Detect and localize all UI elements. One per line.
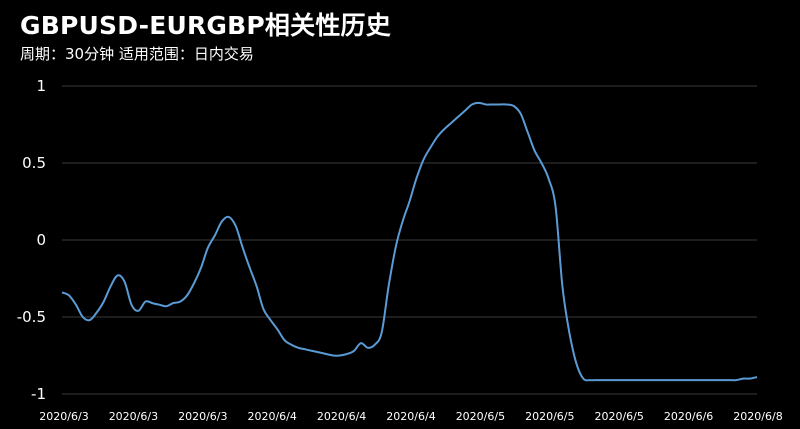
y-tick-label: -1 bbox=[31, 385, 46, 403]
chart-subtitle: 周期：30分钟 适用范围：日内交易 bbox=[20, 45, 254, 63]
x-axis-ticks: 2020/6/3 2020/6/3 2020/6/3 2020/6/4 2020/6/4… bbox=[39, 410, 782, 423]
y-axis-ticks: 1 0.5 0 -0.5 -1 bbox=[17, 77, 46, 403]
y-tick-label: 1 bbox=[36, 77, 46, 95]
y-tick-label: 0.5 bbox=[22, 154, 46, 172]
x-tick-label: 2020/6/4 bbox=[247, 410, 296, 423]
x-tick-label: 2020/6/5 bbox=[525, 410, 574, 423]
chart-title: GBPUSD-EURGBP相关性历史 bbox=[20, 11, 391, 40]
x-tick-label: 2020/6/5 bbox=[456, 410, 505, 423]
x-tick-label: 2020/6/3 bbox=[109, 410, 158, 423]
x-tick-label: 2020/6/4 bbox=[317, 410, 366, 423]
correlation-line bbox=[61, 101, 758, 382]
series-layer bbox=[61, 101, 758, 382]
y-tick-label: 0 bbox=[36, 231, 46, 249]
grid-lines bbox=[62, 85, 757, 395]
x-tick-label: 2020/6/3 bbox=[178, 410, 227, 423]
x-tick-label: 2020/6/8 bbox=[733, 410, 782, 423]
x-tick-label: 2020/6/5 bbox=[594, 410, 643, 423]
x-tick-label: 2020/6/3 bbox=[39, 410, 88, 423]
x-tick-label: 2020/6/4 bbox=[386, 410, 435, 423]
y-tick-label: -0.5 bbox=[17, 308, 46, 326]
x-tick-label: 2020/6/6 bbox=[664, 410, 713, 423]
